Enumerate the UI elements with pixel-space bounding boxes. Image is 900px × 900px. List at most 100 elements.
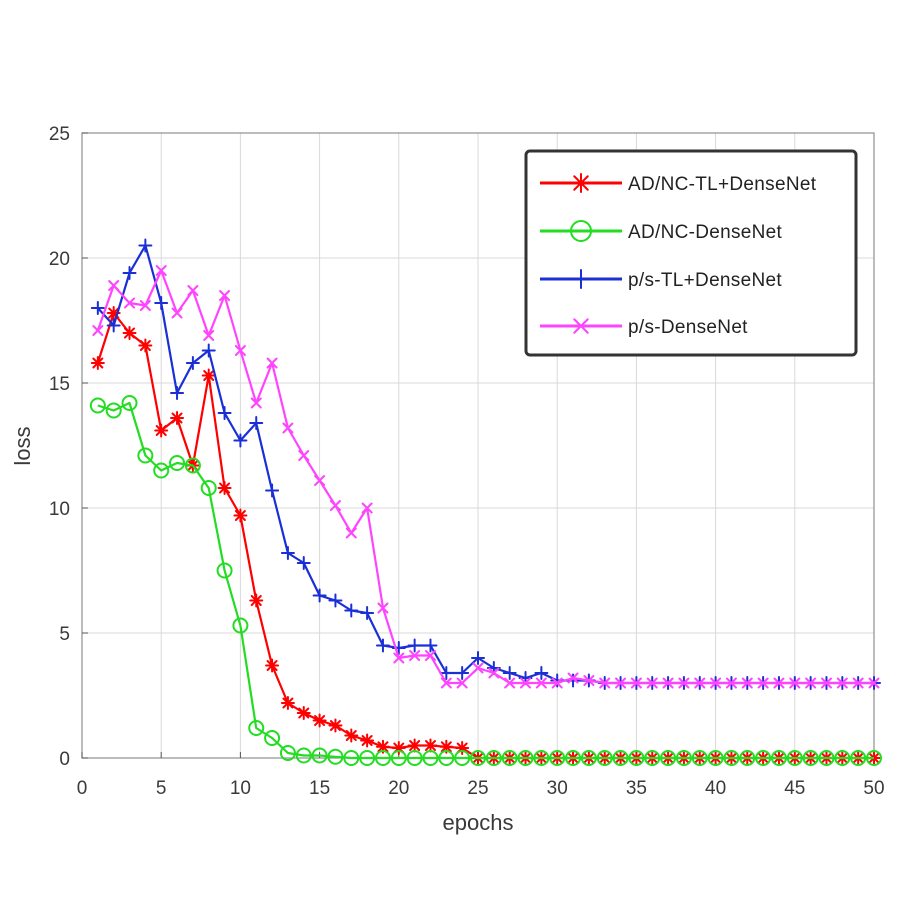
data-point [570, 220, 592, 242]
axis-ticks: 0 5 10 15 20 25 30 35 40 45 50 0 5 10 15 20 25 [49, 124, 885, 799]
data-point [154, 423, 169, 438]
data-point [311, 747, 328, 764]
data-point [233, 433, 248, 448]
data-point [89, 397, 106, 414]
data-point [361, 502, 373, 514]
data-point [440, 677, 452, 689]
x-tick-label: 35 [626, 778, 647, 799]
data-point [344, 603, 359, 618]
data-point [234, 345, 246, 356]
legend-label: p/s-TL+DenseNet [628, 270, 782, 291]
x-tick-label: 15 [309, 778, 330, 799]
data-point [409, 650, 421, 661]
x-tick-label: 10 [230, 778, 251, 799]
data-point [329, 500, 341, 511]
data-point [852, 677, 864, 689]
y-axis-label: loss [10, 426, 35, 465]
data-point [296, 556, 311, 570]
x-tick-label: 40 [705, 778, 726, 799]
data-point [471, 651, 485, 665]
data-point [374, 750, 391, 766]
data-point [232, 617, 249, 634]
data-point [108, 280, 120, 291]
data-point [596, 750, 613, 766]
data-point [805, 677, 817, 689]
legend-item: AD/NC-DenseNet [540, 220, 782, 243]
data-point [298, 450, 310, 461]
data-point [710, 677, 722, 689]
data-point [280, 696, 295, 710]
data-point [567, 672, 579, 684]
data-point [439, 666, 454, 680]
data-point [279, 745, 296, 761]
data-point [185, 356, 200, 370]
data-point [615, 677, 627, 689]
y-tick-label: 10 [49, 499, 70, 520]
data-point [105, 402, 122, 419]
data-point [707, 750, 724, 766]
data-point [169, 455, 186, 471]
x-tick-label: 30 [547, 778, 568, 799]
data-point [565, 750, 582, 766]
data-point [549, 750, 566, 766]
data-point [755, 750, 772, 766]
data-point [343, 750, 360, 766]
data-point [438, 750, 455, 766]
series-4 [92, 265, 880, 689]
data-point [344, 728, 359, 743]
series-2 [89, 395, 882, 766]
data-point [312, 588, 327, 603]
data-point [866, 750, 882, 766]
data-point [216, 562, 233, 579]
series-line [96, 269, 874, 685]
data-point [360, 606, 375, 620]
data-point [834, 750, 851, 766]
data-point [314, 475, 326, 486]
data-point [599, 677, 611, 689]
data-point [868, 677, 880, 689]
data-point [757, 677, 769, 689]
data-point [694, 677, 706, 689]
legend-label: p/s-DenseNet [628, 317, 748, 338]
data-point [250, 397, 262, 409]
data-point [296, 706, 311, 720]
data-point [92, 325, 104, 336]
data-point [90, 356, 105, 370]
data-point [280, 546, 295, 560]
data-point [170, 411, 185, 425]
data-point [662, 677, 674, 689]
data-point [375, 638, 390, 653]
x-tick-label: 25 [467, 778, 488, 799]
data-point [534, 666, 549, 680]
data-point [802, 750, 819, 766]
data-point [502, 666, 517, 680]
data-point [723, 750, 740, 766]
data-point [472, 662, 484, 674]
data-point [266, 357, 278, 369]
data-point [121, 395, 138, 411]
data-point [345, 527, 357, 539]
data-point [739, 750, 756, 766]
data-point [520, 677, 532, 689]
data-point [249, 416, 264, 430]
data-point [725, 677, 737, 689]
data-point [124, 297, 136, 309]
data-point [470, 750, 486, 766]
data-point [248, 720, 265, 736]
data-point [282, 422, 294, 434]
data-point [612, 750, 629, 766]
data-point [312, 713, 327, 728]
data-point [678, 677, 690, 689]
data-point [155, 265, 167, 276]
data-point [456, 677, 468, 689]
data-point [265, 658, 280, 673]
legend-label: AD/NC-TL+DenseNet [628, 174, 817, 195]
legend: AD/NC-TL+DenseNet AD/NC-DenseNet p/s-TL+De… [524, 149, 858, 357]
data-point [770, 750, 787, 766]
y-tick-label: 5 [59, 624, 70, 645]
data-point [485, 750, 502, 766]
data-point [583, 675, 595, 686]
data-point [422, 750, 439, 766]
data-point [646, 677, 658, 689]
